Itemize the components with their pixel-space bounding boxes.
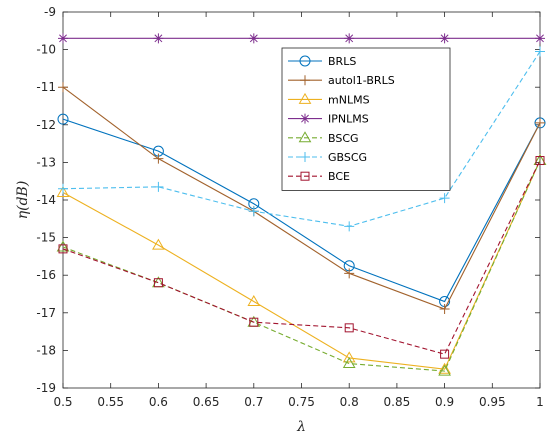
data-point-ipnlms — [535, 33, 545, 44]
series-line-autol1-brls — [62, 86, 541, 310]
legend-marker-brls — [299, 55, 311, 67]
data-point-mnlms — [152, 238, 165, 250]
y-tick-label: -15 — [36, 231, 56, 245]
legend-label-brls: BRLS — [328, 55, 356, 68]
legend-label-bscg: BSCG — [328, 132, 359, 145]
legend-marker-bce — [300, 171, 310, 181]
legend-label-bce: BCE — [328, 170, 350, 183]
data-point-gbscg — [58, 183, 68, 194]
x-tick-label: 0.8 — [340, 395, 359, 409]
data-point-ipnlms — [153, 33, 164, 44]
axis-ticks: 0.5 0.55 0.6 0.65 0.7 0.75 0.8 0.85 0.9 0.95 1 -9 -1… — [36, 5, 543, 409]
x-tick-label: 0.5 — [53, 395, 72, 409]
series-gbscg — [58, 46, 545, 232]
y-tick-label: -17 — [36, 306, 56, 320]
y-tick-label: -13 — [36, 155, 56, 169]
legend-label-mnlms: mNLMS — [328, 93, 370, 106]
legend-entry-mnlms: mNLMS — [288, 92, 370, 106]
data-point-autol1-brls — [439, 304, 450, 315]
data-point-bce — [58, 244, 68, 254]
legend-entry-brls: BRLS — [288, 55, 356, 68]
x-tick-label: 1 — [536, 395, 544, 409]
y-tick-label: -14 — [36, 193, 56, 207]
legend-box — [281, 47, 451, 191]
legend-marker-autol1-brls — [300, 75, 310, 86]
series-layer — [56, 33, 547, 376]
data-point-ipnlms — [344, 33, 355, 44]
x-tick-label: 0.9 — [435, 395, 454, 409]
data-point-bce — [535, 156, 545, 166]
x-axis-label: λ — [296, 419, 306, 435]
legend-marker-ipnlms — [300, 113, 310, 124]
x-tick-label: 0.95 — [479, 395, 506, 409]
y-tick-label: -12 — [36, 118, 56, 132]
legend-entry-autol1-brls: autol1-BRLS — [288, 74, 395, 87]
x-tick-label: 0.7 — [244, 395, 263, 409]
x-tick-label: 0.65 — [193, 395, 220, 409]
data-point-ipnlms — [58, 33, 68, 44]
data-point-brls — [57, 113, 69, 125]
series-brls — [57, 113, 546, 308]
legend-entry-gbscg: GBSCG — [288, 151, 367, 164]
data-point-autol1-brls — [535, 117, 545, 128]
series-bce — [58, 156, 545, 359]
x-tick-label: 0.6 — [149, 395, 168, 409]
legend-label-autol1-brls: autol1-BRLS — [328, 74, 395, 87]
series-ipnlms — [58, 33, 545, 44]
y-tick-label: -9 — [44, 5, 56, 19]
legend-entry-bce: BCE — [288, 170, 350, 183]
y-tick-label: -10 — [36, 43, 56, 57]
data-point-ipnlms — [439, 33, 450, 44]
series-line-mnlms — [62, 160, 541, 370]
data-point-autol1-brls — [58, 82, 68, 93]
legend-entry-bscg: BSCG — [288, 131, 359, 145]
legend-marker-gbscg — [300, 152, 310, 162]
x-tick-label: 0.75 — [288, 395, 315, 409]
data-point-gbscg — [344, 221, 355, 232]
y-axis-label: η(dB) — [15, 181, 31, 220]
data-point-bscg — [56, 240, 70, 252]
data-point-gbscg — [153, 181, 164, 192]
legend-label-gbscg: GBSCG — [328, 151, 367, 164]
data-point-autol1-brls — [153, 153, 164, 164]
data-point-bce — [249, 317, 259, 327]
data-point-mnlms — [342, 351, 356, 363]
data-point-mnlms — [56, 185, 70, 197]
data-point-bscg — [438, 364, 451, 376]
legend-marker-mnlms — [298, 92, 312, 104]
data-point-ipnlms — [248, 33, 259, 44]
legend-marker-bscg — [298, 131, 312, 143]
legend: BRLS autol1-BRLS mNLMS IPNLMS BSCG GBSCG BCE — [281, 47, 451, 191]
data-point-mnlms — [247, 295, 261, 307]
y-tick-label: -18 — [36, 343, 56, 357]
data-point-gbscg — [248, 206, 259, 217]
y-tick-label: -11 — [36, 80, 56, 94]
data-point-bce — [344, 323, 354, 333]
data-point-bscg — [342, 357, 356, 369]
legend-label-ipnlms: IPNLMS — [328, 113, 369, 126]
series-line-bce — [62, 160, 541, 355]
data-point-bce — [440, 349, 450, 359]
data-point-autol1-brls — [344, 268, 355, 279]
data-point-mnlms — [438, 362, 451, 374]
y-tick-label: -16 — [36, 268, 56, 282]
series-line-gbscg — [62, 51, 541, 227]
data-point-gbscg — [535, 46, 545, 57]
data-point-gbscg — [439, 193, 450, 204]
legend-entry-ipnlms: IPNLMS — [288, 113, 369, 126]
series-line-brls — [62, 118, 541, 303]
x-tick-label: 0.85 — [384, 395, 411, 409]
y-tick-label: -19 — [36, 381, 56, 395]
data-point-bce — [153, 278, 163, 288]
x-tick-label: 0.55 — [97, 395, 124, 409]
